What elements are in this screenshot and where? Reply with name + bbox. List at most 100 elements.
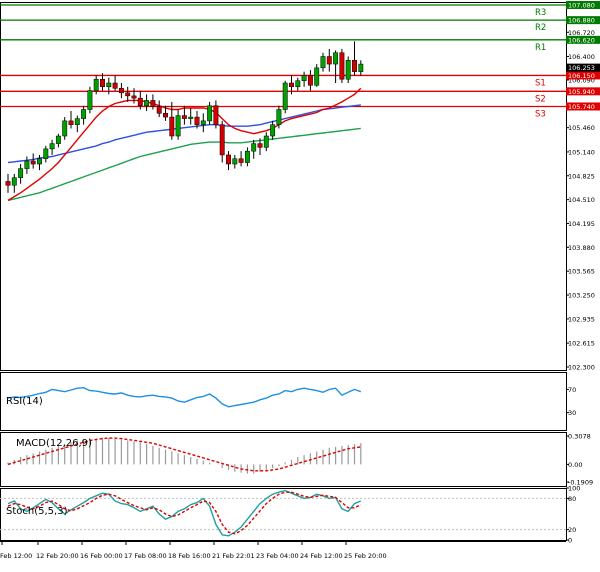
- candle-body: [55, 135, 61, 144]
- x-tick-label: 25 Feb 20:00: [344, 552, 387, 560]
- candle-body: [74, 118, 80, 125]
- stoch-tick-label: 100: [568, 485, 580, 493]
- stoch-label: Stoch(5,5,3): [6, 506, 68, 517]
- candle-body: [144, 100, 150, 106]
- level-name-s1: S1: [535, 78, 546, 88]
- candle-body: [30, 160, 36, 165]
- price-tick-label: 104.825: [568, 172, 595, 180]
- level-price-box: [566, 87, 600, 96]
- x-tick-label: 23 Feb 04:00: [256, 552, 299, 560]
- candle-body: [106, 82, 112, 88]
- candle-body: [326, 56, 332, 65]
- candle-body: [219, 124, 225, 156]
- x-tick-label: 21 Feb 22:01: [212, 552, 255, 560]
- x-tick-label: Feb 12:00: [0, 552, 32, 560]
- candle-body: [131, 95, 137, 99]
- candle-body: [81, 109, 87, 119]
- macd-signal-line: [7, 437, 361, 472]
- stoch-k-line: [7, 489, 362, 537]
- candle-body: [251, 143, 257, 152]
- candle-body: [49, 143, 55, 150]
- price-tick-label: 104.195: [568, 220, 595, 228]
- level-price-box: [566, 1, 600, 9]
- candle-body: [137, 97, 143, 106]
- x-tick-label: 16 Feb 00:00: [80, 552, 123, 560]
- candle-body: [314, 67, 320, 86]
- candle-body: [11, 177, 17, 186]
- price-tick-label: 104.510: [568, 196, 595, 204]
- price-tick-label: 102.300: [568, 364, 595, 372]
- candle-body: [263, 135, 269, 148]
- x-tick-label: 24 Feb 12:00: [300, 552, 343, 560]
- candle-body: [226, 154, 231, 165]
- panel-border-3: [0, 488, 567, 541]
- level-price-box: [566, 71, 600, 80]
- ma-slow-line: [7, 127, 361, 202]
- x-tick-label: 17 Feb 08:00: [124, 552, 167, 560]
- macd-label: MACD(12,26,9): [16, 438, 92, 449]
- level-name-r2: R2: [535, 23, 546, 33]
- level-price-label: 105.940: [568, 88, 595, 96]
- candle-body: [68, 120, 74, 125]
- level-price-box: [566, 35, 600, 44]
- candle-body: [358, 63, 364, 72]
- macd-tick-label: 0.00: [568, 461, 582, 469]
- candle-body: [333, 52, 339, 65]
- price-tick-label: 105.140: [568, 148, 595, 156]
- candle-body: [24, 160, 30, 169]
- price-tick-label: 106.400: [568, 53, 595, 61]
- level-price-label: 106.880: [568, 17, 595, 25]
- candle-body: [257, 143, 263, 148]
- candle-body: [238, 158, 244, 163]
- candle-body: [156, 106, 162, 114]
- stoch-tick-label: 0: [568, 537, 572, 545]
- candle-body: [295, 80, 301, 88]
- candle-body: [244, 150, 250, 163]
- candle-body: [320, 56, 326, 69]
- candle-body: [289, 82, 294, 88]
- candle-body: [18, 168, 24, 178]
- candle-body: [213, 105, 219, 125]
- candle-body: [345, 60, 351, 80]
- candle-body: [43, 148, 49, 159]
- panel-border-0: [0, 2, 567, 371]
- rsi-line: [7, 386, 362, 408]
- level-name-s2: S2: [535, 94, 546, 104]
- candle-body: [150, 100, 156, 107]
- candle-body: [207, 105, 213, 122]
- level-name-r1: R1: [535, 43, 546, 53]
- level-name-s3: S3: [535, 109, 546, 119]
- level-price-box: [566, 102, 600, 111]
- macd-tick-label: 0.3078: [568, 433, 591, 441]
- current-price-box: [566, 63, 600, 72]
- price-tick-label: 105.460: [568, 124, 595, 132]
- candle-body: [181, 115, 187, 119]
- panel-border-2: [0, 432, 567, 487]
- stoch-tick-label: 20: [568, 526, 576, 534]
- price-tick-label: 106.720: [568, 29, 595, 37]
- candle-body: [352, 60, 357, 72]
- ma-fast-line: [7, 87, 362, 201]
- x-tick-label: 18 Feb 16:00: [168, 552, 211, 560]
- candle-body: [339, 52, 345, 80]
- candle-body: [93, 78, 99, 91]
- candle-body: [276, 109, 282, 125]
- stoch-d-line: [7, 491, 362, 535]
- candle-body: [5, 181, 11, 186]
- rsi-label: RSI(14): [6, 396, 43, 407]
- candle-body: [188, 116, 194, 119]
- price-tick-label: 102.615: [568, 340, 595, 348]
- level-price-box: [566, 16, 600, 25]
- price-tick-label: 106.090: [568, 76, 595, 84]
- candle-body: [100, 78, 105, 88]
- x-tick-label: 12 Feb 20:00: [36, 552, 79, 560]
- rsi-tick-label: 70: [568, 386, 576, 394]
- candle-body: [270, 124, 276, 137]
- current-price-label: 106.253: [568, 64, 595, 72]
- candle-body: [232, 158, 238, 165]
- macd-tick-label: -0.1909: [568, 479, 593, 487]
- candle-body: [169, 116, 175, 137]
- candle-body: [118, 88, 124, 94]
- level-price-label: 107.080: [568, 2, 595, 10]
